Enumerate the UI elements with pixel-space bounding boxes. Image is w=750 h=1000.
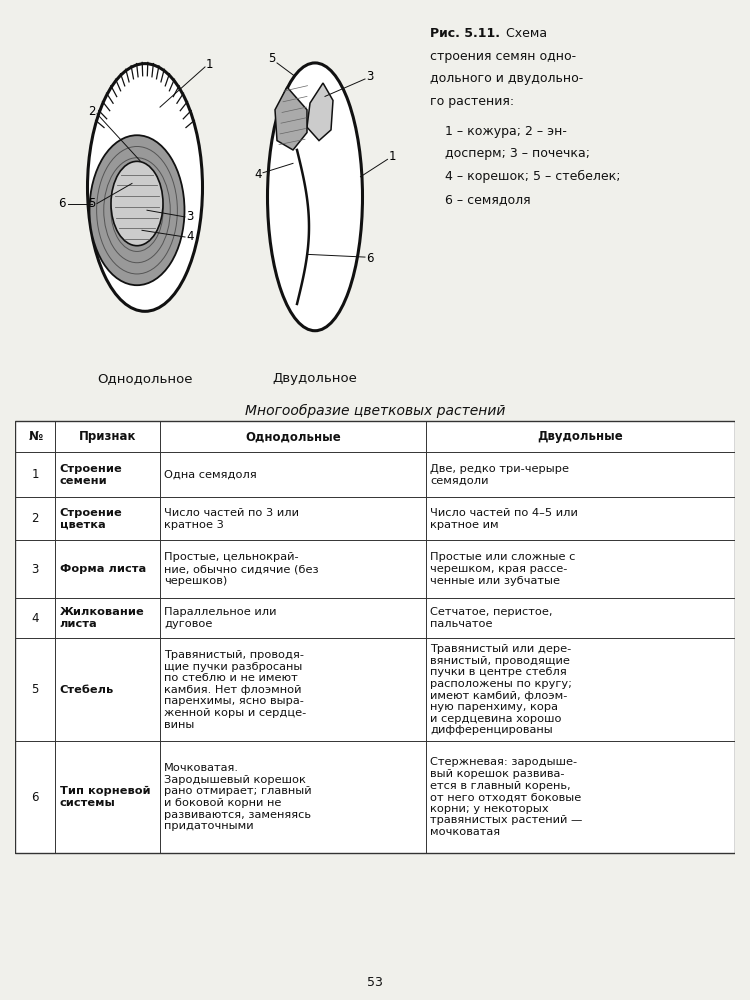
- Text: Двудольное: Двудольное: [272, 372, 358, 385]
- Text: 1: 1: [388, 150, 396, 163]
- Text: Однодольные: Однодольные: [245, 430, 340, 443]
- Polygon shape: [307, 83, 333, 141]
- Text: 6: 6: [32, 791, 39, 804]
- Ellipse shape: [89, 135, 184, 285]
- Text: Число частей по 3 или
кратное 3: Число частей по 3 или кратное 3: [164, 508, 299, 530]
- Text: Стержневая: зародыше-
вый корешок развива-
ется в главный корень,
от него отходя: Стержневая: зародыше- вый корешок развив…: [430, 757, 583, 837]
- Text: 5: 5: [88, 197, 96, 210]
- Text: Простые, цельнокрай-
ние, обычно сидячие (без
черешков): Простые, цельнокрай- ние, обычно сидячие…: [164, 552, 319, 586]
- Text: Рис. 5.11.: Рис. 5.11.: [430, 27, 500, 40]
- Text: 5: 5: [32, 683, 39, 696]
- Text: №: №: [28, 430, 42, 443]
- Text: 1: 1: [32, 468, 39, 481]
- Text: Однодольное: Однодольное: [98, 372, 193, 385]
- Ellipse shape: [88, 64, 202, 311]
- Text: 4: 4: [254, 168, 262, 181]
- Text: Схема: Схема: [502, 27, 547, 40]
- Text: Мочковатая.
Зародышевый корешок
рано отмирает; главный
и боковой корни не
развив: Мочковатая. Зародышевый корешок рано отм…: [164, 763, 312, 831]
- Text: Травянистый или дере-
вянистый, проводящие
пучки в центре стебля
расположены по : Травянистый или дере- вянистый, проводящ…: [430, 644, 572, 735]
- Text: Одна семядоля: Одна семядоля: [164, 470, 256, 480]
- Text: 4 – корешок; 5 – стебелек;: 4 – корешок; 5 – стебелек;: [445, 170, 620, 183]
- Text: Многообразие цветковых растений: Многообразие цветковых растений: [244, 404, 506, 418]
- Text: 5: 5: [268, 52, 276, 65]
- Text: Две, редко три-черыре
семядоли: Две, редко три-черыре семядоли: [430, 464, 569, 486]
- Text: 3: 3: [366, 70, 374, 83]
- Text: 3: 3: [186, 210, 194, 223]
- Text: Строение
семени: Строение семени: [60, 464, 122, 486]
- Text: Травянистый, проводя-
щие пучки разбросаны
по стеблю и не имеют
камбия. Нет флоэ: Травянистый, проводя- щие пучки разброса…: [164, 650, 306, 730]
- Text: Простые или сложные с
черешком, края рассе-
ченные или зубчатые: Простые или сложные с черешком, края рас…: [430, 552, 576, 586]
- Text: Форма листа: Форма листа: [60, 564, 146, 574]
- Text: Тип корневой
системы: Тип корневой системы: [60, 786, 150, 808]
- Text: Стебель: Стебель: [60, 685, 114, 695]
- Text: 2: 2: [88, 105, 96, 118]
- Text: го растения:: го растения:: [430, 95, 514, 108]
- Text: 4: 4: [186, 231, 194, 243]
- Text: 1: 1: [206, 58, 213, 71]
- Text: Признак: Признак: [79, 430, 136, 443]
- Text: 1 – кожура; 2 – эн-: 1 – кожура; 2 – эн-: [445, 125, 567, 138]
- Text: 2: 2: [32, 512, 39, 525]
- Text: 3: 3: [32, 563, 39, 576]
- Text: дольного и двудольно-: дольного и двудольно-: [430, 72, 584, 85]
- Text: Сетчатое, перистое,
пальчатое: Сетчатое, перистое, пальчатое: [430, 607, 553, 629]
- Text: Двудольные: Двудольные: [538, 430, 623, 443]
- Text: Строение
цветка: Строение цветка: [60, 508, 122, 530]
- Bar: [15, 421, 735, 853]
- Text: 4: 4: [32, 612, 39, 625]
- Text: 6: 6: [366, 252, 374, 265]
- Ellipse shape: [268, 63, 362, 331]
- Ellipse shape: [111, 161, 163, 246]
- Text: Параллельное или
дуговое: Параллельное или дуговое: [164, 607, 277, 629]
- Text: строения семян одно-: строения семян одно-: [430, 50, 576, 63]
- Text: 53: 53: [367, 976, 383, 989]
- Text: 6: 6: [58, 197, 65, 210]
- Text: Жилкование
листа: Жилкование листа: [60, 607, 145, 629]
- Text: 6 – семядоля: 6 – семядоля: [445, 193, 531, 206]
- Polygon shape: [275, 87, 307, 150]
- Text: досперм; 3 – почечка;: досперм; 3 – почечка;: [445, 147, 590, 160]
- Text: Число частей по 4–5 или
кратное им: Число частей по 4–5 или кратное им: [430, 508, 578, 530]
